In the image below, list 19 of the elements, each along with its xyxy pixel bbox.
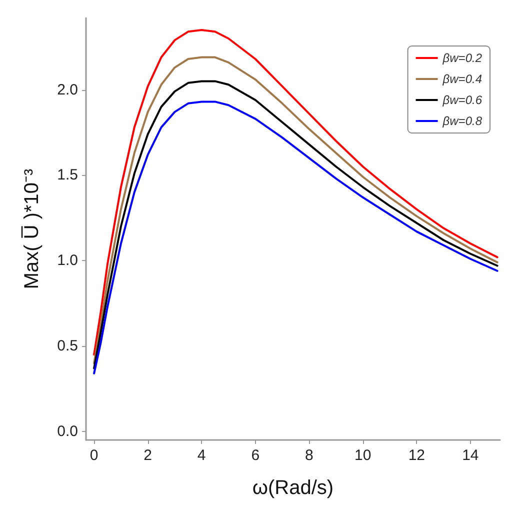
y-tick-label: 0.5 [57, 338, 78, 355]
y-axis-title: Max( U̅ )*10⁻³ [21, 168, 43, 290]
legend-label: βw=0.6 [442, 93, 482, 107]
x-tick-label: 6 [251, 447, 260, 464]
y-tick-label: 2.0 [57, 81, 78, 98]
x-tick-label: 10 [354, 447, 372, 464]
x-tick-label: 4 [197, 447, 206, 464]
x-tick-label: 2 [144, 447, 152, 464]
x-tick-label: 8 [304, 447, 314, 464]
y-tick-label: 1.0 [57, 252, 78, 270]
x-tick-label: 14 [462, 447, 479, 464]
y-tick-label: 1.5 [57, 166, 78, 184]
legend-label: βw=0.8 [442, 114, 482, 128]
x-axis-title: ω(Rad/s) [252, 477, 334, 499]
y-tick-label: 0.0 [57, 422, 78, 440]
legend-label: βw=0.4 [442, 72, 482, 86]
legend-label: βw=0.2 [442, 51, 482, 65]
x-tick-label: 12 [408, 447, 426, 464]
x-tick-label: 0 [90, 447, 98, 464]
